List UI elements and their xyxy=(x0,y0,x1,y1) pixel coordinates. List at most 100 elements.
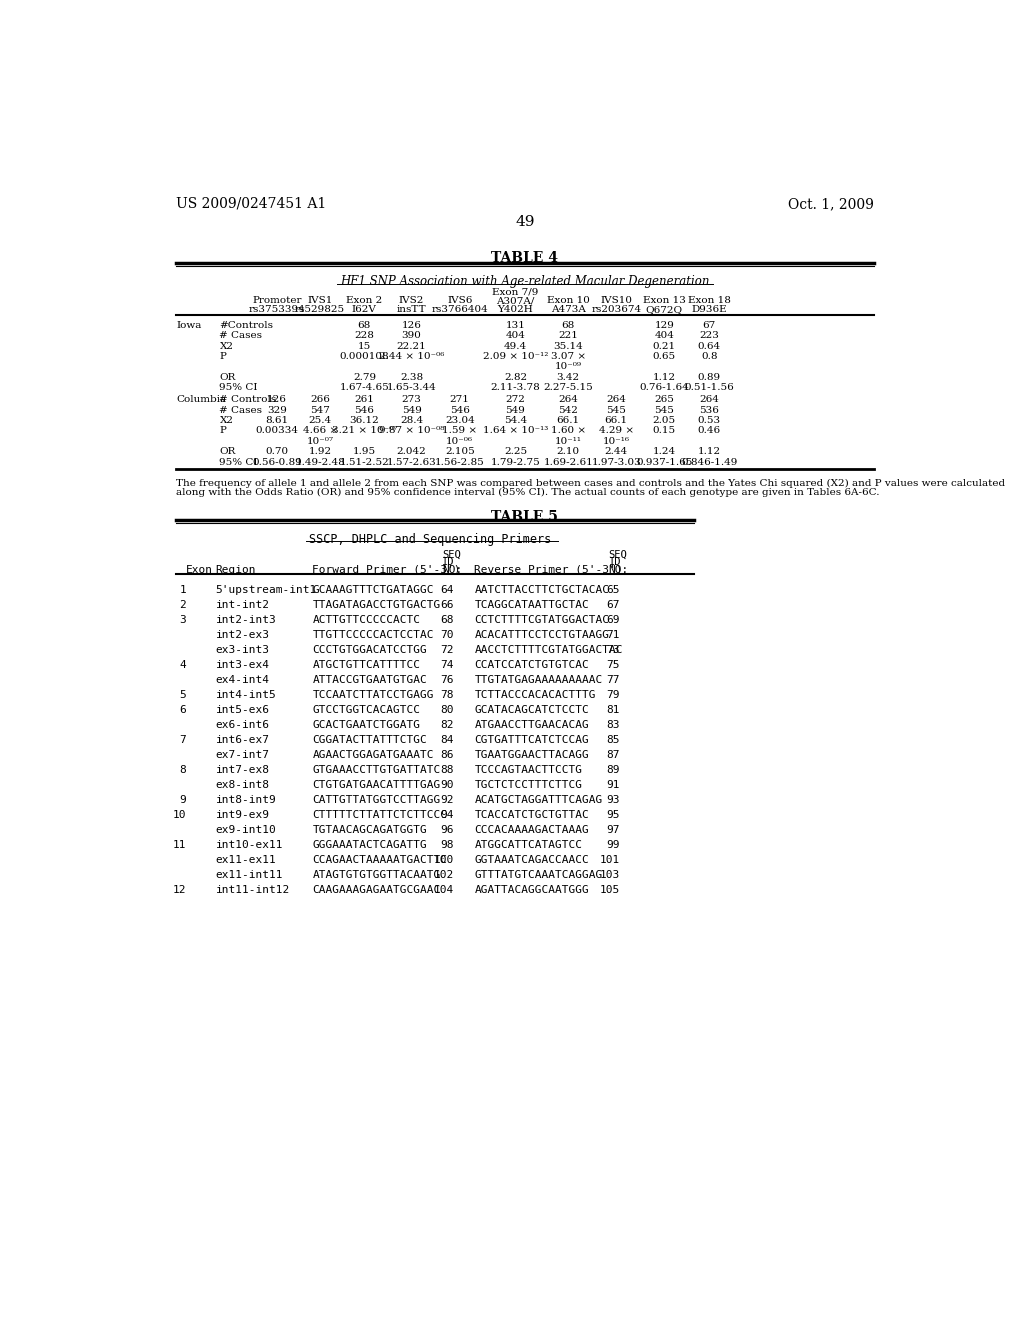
Text: 2.82: 2.82 xyxy=(504,372,527,381)
Text: 82: 82 xyxy=(440,721,454,730)
Text: Iowa: Iowa xyxy=(176,321,202,330)
Text: TCTTACCCACACACTTTG: TCTTACCCACACACTTTG xyxy=(474,690,596,700)
Text: int2-ex3: int2-ex3 xyxy=(216,630,269,640)
Text: Region: Region xyxy=(216,565,256,576)
Text: 2.44 × 10⁻⁰⁶: 2.44 × 10⁻⁰⁶ xyxy=(379,352,444,362)
Text: SSCP, DHPLC and Sequencing Primers: SSCP, DHPLC and Sequencing Primers xyxy=(309,533,551,545)
Text: ATGAACCTTGAACACAG: ATGAACCTTGAACACAG xyxy=(474,721,589,730)
Text: 78: 78 xyxy=(440,690,454,700)
Text: 68: 68 xyxy=(440,615,454,624)
Text: Exon 2: Exon 2 xyxy=(346,296,383,305)
Text: 2.38: 2.38 xyxy=(400,372,423,381)
Text: 94: 94 xyxy=(440,810,454,820)
Text: 1.92: 1.92 xyxy=(308,447,332,457)
Text: 0.46: 0.46 xyxy=(697,426,721,436)
Text: 79: 79 xyxy=(606,690,621,700)
Text: AATCTTACCTTCTGCTACAC: AATCTTACCTTCTGCTACAC xyxy=(474,585,609,595)
Text: int7-ex8: int7-ex8 xyxy=(216,766,269,775)
Text: ATGGCATTCATAGTCC: ATGGCATTCATAGTCC xyxy=(474,841,583,850)
Text: 4: 4 xyxy=(179,660,186,671)
Text: 65: 65 xyxy=(606,585,621,595)
Text: 1.95: 1.95 xyxy=(353,447,376,457)
Text: 96: 96 xyxy=(440,825,454,836)
Text: 126: 126 xyxy=(267,395,287,404)
Text: SEQ: SEQ xyxy=(608,549,628,560)
Text: IVS2: IVS2 xyxy=(399,296,424,305)
Text: 89: 89 xyxy=(606,766,621,775)
Text: 86: 86 xyxy=(440,750,454,760)
Text: CCCTGTGGACATCCTGG: CCCTGTGGACATCCTGG xyxy=(312,645,427,655)
Text: ex3-int3: ex3-int3 xyxy=(216,645,269,655)
Text: I62V: I62V xyxy=(352,305,377,314)
Text: 1.60 ×: 1.60 × xyxy=(551,426,586,436)
Text: rs529825: rs529825 xyxy=(295,305,345,314)
Text: 28.4: 28.4 xyxy=(400,416,423,425)
Text: 2.44: 2.44 xyxy=(605,447,628,457)
Text: 0.53: 0.53 xyxy=(697,416,721,425)
Text: Exon 10: Exon 10 xyxy=(547,296,590,305)
Text: 105: 105 xyxy=(600,886,621,895)
Text: ex9-int10: ex9-int10 xyxy=(216,825,276,836)
Text: 8.61: 8.61 xyxy=(265,416,289,425)
Text: 12: 12 xyxy=(173,886,186,895)
Text: 273: 273 xyxy=(401,395,422,404)
Text: 2.11-3.78: 2.11-3.78 xyxy=(490,383,541,392)
Text: # Controls: # Controls xyxy=(219,395,276,404)
Text: insTT: insTT xyxy=(397,305,426,314)
Text: GTTTATGTCAAATCAGGAG: GTTTATGTCAAATCAGGAG xyxy=(474,870,603,880)
Text: 126: 126 xyxy=(401,321,422,330)
Text: 4.29 ×: 4.29 × xyxy=(599,426,634,436)
Text: 71: 71 xyxy=(606,630,621,640)
Text: CTGTGATGAACATTTTGAG: CTGTGATGAACATTTTGAG xyxy=(312,780,440,791)
Text: # Cases: # Cases xyxy=(219,405,262,414)
Text: 80: 80 xyxy=(440,705,454,715)
Text: 49.4: 49.4 xyxy=(504,342,527,351)
Text: ATTACCGTGAATGTGAC: ATTACCGTGAATGTGAC xyxy=(312,675,427,685)
Text: TCACCATCTGCTGTTAC: TCACCATCTGCTGTTAC xyxy=(474,810,589,820)
Text: Q672Q: Q672Q xyxy=(646,305,683,314)
Text: 67: 67 xyxy=(702,321,716,330)
Text: 49: 49 xyxy=(515,215,535,230)
Text: 95% CI: 95% CI xyxy=(219,458,258,466)
Text: CCAGAACTAAAAATGACTTC: CCAGAACTAAAAATGACTTC xyxy=(312,855,447,865)
Text: 88: 88 xyxy=(440,766,454,775)
Text: 68: 68 xyxy=(357,321,371,330)
Text: int5-ex6: int5-ex6 xyxy=(216,705,269,715)
Text: 77: 77 xyxy=(606,675,621,685)
Text: 1.57-2.63: 1.57-2.63 xyxy=(387,458,436,466)
Text: 1.12: 1.12 xyxy=(697,447,721,457)
Text: 0.64: 0.64 xyxy=(697,342,721,351)
Text: 84: 84 xyxy=(440,735,454,744)
Text: 0.8: 0.8 xyxy=(701,352,718,362)
Text: 22.21: 22.21 xyxy=(396,342,427,351)
Text: 0.76-1.64: 0.76-1.64 xyxy=(639,383,689,392)
Text: Reverse Primer (5'-3'): Reverse Primer (5'-3') xyxy=(474,565,623,576)
Text: ex11-ex11: ex11-ex11 xyxy=(216,855,276,865)
Text: 0.000108: 0.000108 xyxy=(340,352,389,362)
Text: 74: 74 xyxy=(440,660,454,671)
Text: Promoter: Promoter xyxy=(252,296,301,305)
Text: 1.65-3.44: 1.65-3.44 xyxy=(387,383,436,392)
Text: #Controls: #Controls xyxy=(219,321,273,330)
Text: 2.79: 2.79 xyxy=(353,372,376,381)
Text: rs3766404: rs3766404 xyxy=(431,305,488,314)
Text: 23.04: 23.04 xyxy=(444,416,474,425)
Text: 7: 7 xyxy=(179,735,186,744)
Text: 54.4: 54.4 xyxy=(504,416,527,425)
Text: 0.21: 0.21 xyxy=(652,342,676,351)
Text: ex7-int7: ex7-int7 xyxy=(216,750,269,760)
Text: SEQ: SEQ xyxy=(442,549,461,560)
Text: ATAGTGTGTGGTTACAATG: ATAGTGTGTGGTTACAATG xyxy=(312,870,440,880)
Text: IVS1: IVS1 xyxy=(307,296,333,305)
Text: 35.14: 35.14 xyxy=(553,342,583,351)
Text: 6: 6 xyxy=(179,705,186,715)
Text: 264: 264 xyxy=(699,395,719,404)
Text: TGTAACAGCAGATGGTG: TGTAACAGCAGATGGTG xyxy=(312,825,427,836)
Text: Forward Primer (5'-3'): Forward Primer (5'-3') xyxy=(312,565,461,576)
Text: 546: 546 xyxy=(354,405,375,414)
Text: 36.12: 36.12 xyxy=(349,416,379,425)
Text: Exon 18: Exon 18 xyxy=(688,296,731,305)
Text: 10: 10 xyxy=(173,810,186,820)
Text: int6-ex7: int6-ex7 xyxy=(216,735,269,744)
Text: 9.87 × 10⁻⁰⁸: 9.87 × 10⁻⁰⁸ xyxy=(379,426,444,436)
